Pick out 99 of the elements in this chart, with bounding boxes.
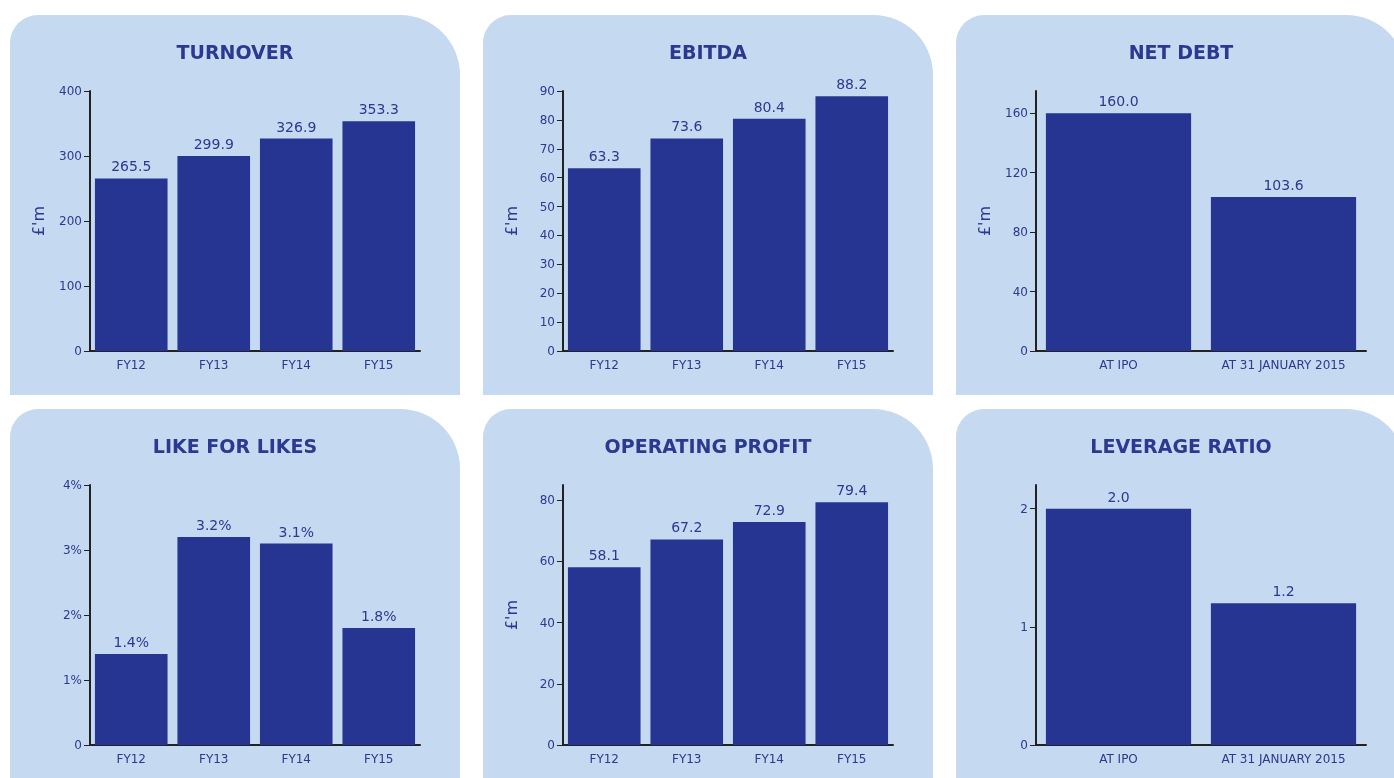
chart-title: OPERATING PROFIT <box>604 434 812 457</box>
y-tick-label: 80 <box>1012 225 1028 240</box>
data-label: 58.1 <box>588 547 620 564</box>
y-tick-label: 40 <box>1012 284 1028 299</box>
data-label: 1.2 <box>1272 583 1295 600</box>
data-label: 353.3 <box>358 101 399 118</box>
y-tick-label: 80 <box>539 112 555 127</box>
y-tick-label: 2 <box>1020 501 1028 516</box>
bar <box>94 178 168 351</box>
data-label: 73.6 <box>671 118 703 135</box>
x-tick-label: FY14 <box>754 752 785 766</box>
y-tick-label: 80 <box>539 493 555 508</box>
y-tick-label: 0 <box>547 344 555 358</box>
y-tick-label: 2% <box>62 608 82 622</box>
y-tick-label: 20 <box>539 676 555 691</box>
chart-title: EBITDA <box>669 40 748 63</box>
data-label: 1.8% <box>360 608 397 624</box>
bar <box>567 168 641 351</box>
data-label: 3.2% <box>195 517 232 533</box>
y-tick-label: 120 <box>1005 165 1028 180</box>
y-tick-label: 0 <box>74 344 82 358</box>
y-axis-title: £'m <box>501 599 521 631</box>
y-tick-label: 160 <box>1005 106 1028 121</box>
y-axis-title: £'m <box>28 205 48 237</box>
data-label: 299.9 <box>193 136 234 153</box>
y-axis-title: £'m <box>974 205 994 237</box>
x-tick-label: AT IPO <box>1099 752 1138 766</box>
data-label: 3.1% <box>278 523 315 540</box>
y-tick-label: 30 <box>539 257 555 272</box>
y-tick-label: 20 <box>539 286 555 301</box>
bar <box>177 537 251 745</box>
x-tick-label: FY13 <box>198 358 229 372</box>
data-label: 63.3 <box>588 148 620 165</box>
x-tick-label: FY15 <box>836 752 867 766</box>
x-tick-label: FY13 <box>198 752 229 766</box>
x-tick-label: FY15 <box>836 358 867 372</box>
y-tick-label: 60 <box>539 170 555 185</box>
x-tick-label: FY15 <box>363 358 394 372</box>
y-tick-label: 3% <box>62 543 82 557</box>
bar <box>650 539 724 745</box>
y-tick-label: 0 <box>74 738 82 752</box>
x-tick-label: FY12 <box>589 752 620 766</box>
x-tick-label: FY12 <box>589 358 620 372</box>
x-tick-label: FY13 <box>671 752 702 766</box>
x-tick-label: AT 31 JANUARY 2015 <box>1221 358 1346 372</box>
data-label: 88.2 <box>836 76 868 93</box>
bar <box>732 118 806 351</box>
data-label: 103.6 <box>1263 177 1304 194</box>
y-tick-label: 90 <box>539 84 555 98</box>
x-tick-label: FY14 <box>281 752 312 766</box>
x-tick-label: FY15 <box>363 752 394 766</box>
y-tick-label: 1 <box>1020 619 1028 634</box>
y-tick-label: 70 <box>539 141 555 156</box>
y-tick-label: 400 <box>59 84 82 98</box>
y-tick-label: 60 <box>539 554 555 569</box>
x-tick-label: FY14 <box>754 358 785 372</box>
data-label: 67.2 <box>671 519 703 536</box>
chart-title: TURNOVER <box>176 40 294 63</box>
x-tick-label: AT IPO <box>1099 358 1138 372</box>
bar <box>259 543 333 745</box>
data-label: 160.0 <box>1098 93 1139 110</box>
y-tick-label: 0 <box>1020 738 1028 752</box>
chart-title: LIKE FOR LIKES <box>152 434 318 457</box>
y-tick-label: 0 <box>1020 344 1028 358</box>
bar <box>815 502 889 745</box>
data-label: 80.4 <box>753 98 785 115</box>
bar <box>567 567 641 745</box>
bar <box>650 138 724 351</box>
bar <box>259 138 333 351</box>
y-tick-label: 0 <box>547 738 555 752</box>
y-axis-title: £'m <box>501 205 521 237</box>
data-label: 2.0 <box>1107 488 1130 505</box>
y-tick-label: 50 <box>539 199 555 214</box>
y-tick-label: 4% <box>62 478 82 492</box>
y-tick-label: 1% <box>62 673 82 687</box>
data-label: 72.9 <box>753 502 785 519</box>
x-tick-label: FY13 <box>671 358 702 372</box>
y-tick-label: 10 <box>539 315 555 330</box>
bar <box>732 522 806 745</box>
bar <box>342 628 416 745</box>
y-tick-label: 40 <box>539 615 555 630</box>
x-tick-label: AT 31 JANUARY 2015 <box>1221 752 1346 766</box>
x-tick-label: FY12 <box>116 358 147 372</box>
bar <box>177 156 251 351</box>
bar <box>94 654 168 745</box>
x-tick-label: FY14 <box>281 358 312 372</box>
bar <box>342 121 416 351</box>
y-tick-label: 200 <box>59 214 82 228</box>
y-tick-label: 300 <box>59 149 82 163</box>
chart-title: LEVERAGE RATIO <box>1090 434 1272 457</box>
x-tick-label: FY12 <box>116 752 147 766</box>
y-tick-label: 40 <box>539 228 555 243</box>
data-label: 79.4 <box>836 482 868 499</box>
y-tick-label: 100 <box>59 279 82 293</box>
bar <box>815 96 889 351</box>
chart-title: NET DEBT <box>1128 40 1234 63</box>
data-label: 265.5 <box>111 158 152 175</box>
data-label: 326.9 <box>276 118 317 135</box>
data-label: 1.4% <box>113 634 150 650</box>
